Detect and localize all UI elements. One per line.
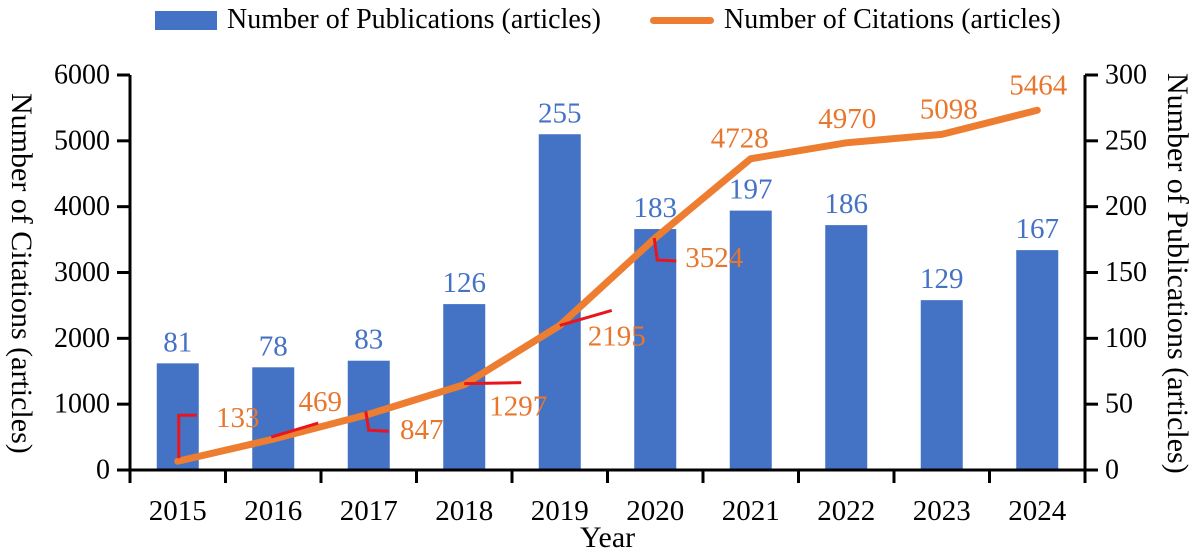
x-axis-tick-label: 2015 [149,495,207,527]
citation-leader-line [559,309,613,327]
right-axis-title: Number of Publications (articles) [1161,72,1194,474]
right-axis-tick-label: 50 [1105,389,1133,420]
right-axis-tick-label: 200 [1105,191,1147,222]
publications-bar-swatch-icon [155,10,217,30]
citations-line [174,106,1041,465]
legend-label-publications: Number of Publications (articles) [227,4,602,35]
citations-value-label: 847 [400,414,444,446]
left-axis-tick-label: 2000 [54,323,110,354]
citations-value-label: 469 [299,386,343,418]
x-axis-tick-label: 2018 [435,495,493,527]
x-axis-tick-label: 2022 [817,495,875,527]
bar-2020 [634,229,677,470]
citations-value-label: 3524 [685,242,744,274]
citation-leader-line [652,237,677,263]
left-axis-title: Number of Citations (articles) [5,92,38,454]
publications-value-label: 81 [163,326,192,358]
bar-2019 [538,134,581,470]
left-axis-tick-label: 0 [96,455,110,486]
bar-2022 [825,225,868,470]
publications-value-label: 78 [259,330,288,362]
citations-value-label: 133 [216,402,260,434]
right-axis-tick-label: 0 [1105,455,1119,486]
left-axis-tick-label: 4000 [54,191,110,222]
publications-value-label: 126 [443,267,487,299]
left-axis-tick-label: 1000 [54,389,110,420]
legend-item-publications: Number of Publications (articles) [155,4,601,36]
x-axis-tick-label: 2016 [244,495,302,527]
citations-value-label: 4970 [818,103,876,135]
legend-label-citations: Number of Citations (articles) [724,4,1061,35]
citations-value-label: 5464 [1009,69,1068,101]
publications-value-label: 129 [920,263,964,295]
publications-value-label: 186 [825,188,869,220]
publications-value-label: 167 [1016,213,1060,245]
x-axis-tick-label: 2019 [531,495,589,527]
citation-leader-line [177,413,197,459]
left-axis-tick-label: 3000 [54,257,110,288]
bar-2021 [729,210,772,470]
x-axis-title: Year [579,521,636,554]
citations-value-label: 1297 [489,391,547,423]
bar-2024 [1016,250,1059,470]
citation-leader-line [464,381,522,386]
citations-value-label: 4728 [711,123,769,155]
x-axis-tick-label: 2023 [913,495,971,527]
bar-2023 [920,300,963,470]
x-axis-tick-label: 2024 [1008,495,1067,527]
publications-value-label: 83 [354,324,383,356]
citations-line-swatch-icon [650,16,714,24]
publications-value-label: 183 [634,192,678,224]
publications-value-label: 197 [729,174,773,206]
citation-leader-line [270,421,319,439]
x-axis-tick-label: 2020 [626,495,684,527]
citations-value-label: 2195 [588,320,646,352]
citations-value-label: 5098 [920,93,978,125]
right-axis-tick-label: 300 [1105,60,1147,91]
right-axis-tick-label: 150 [1105,257,1147,288]
right-axis-tick-label: 100 [1105,323,1147,354]
right-axis-tick-label: 250 [1105,125,1147,156]
citation-leader-line [364,411,389,433]
bar-2016 [252,367,295,470]
x-axis-tick-label: 2021 [722,495,780,527]
left-axis-tick-label: 6000 [54,60,110,91]
x-axis-tick-label: 2017 [340,495,398,527]
publications-value-label: 255 [538,97,582,129]
left-axis-tick-label: 5000 [54,125,110,156]
legend-item-citations: Number of Citations (articles) [650,4,1061,36]
